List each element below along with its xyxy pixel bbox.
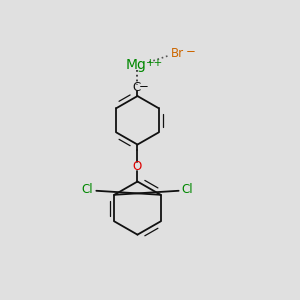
Text: ++: ++ <box>146 58 164 68</box>
Text: Cl: Cl <box>82 183 93 196</box>
Text: −: − <box>139 80 149 93</box>
Text: C: C <box>132 82 140 94</box>
Text: Cl: Cl <box>182 183 193 196</box>
Text: Br: Br <box>170 47 184 60</box>
Text: −: − <box>185 45 195 58</box>
Text: O: O <box>133 160 142 173</box>
Text: Mg: Mg <box>126 58 147 72</box>
